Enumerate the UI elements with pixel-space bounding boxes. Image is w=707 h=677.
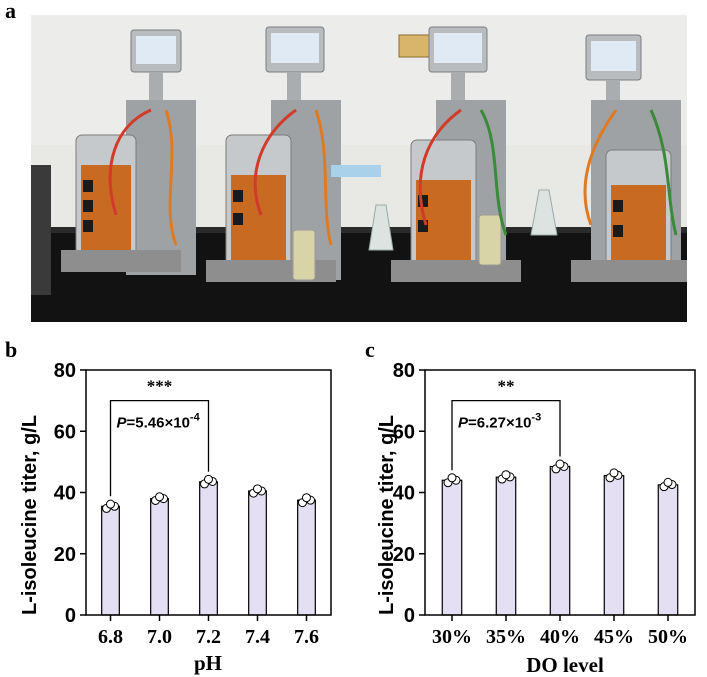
panel-label-a: a — [5, 0, 16, 23]
bar — [603, 475, 625, 616]
x-tick-label: 7.2 — [196, 626, 221, 648]
significance-bracket — [451, 399, 561, 471]
bar — [495, 476, 517, 616]
bioreactor-unit-1 — [61, 29, 196, 275]
bar — [441, 479, 463, 616]
y-tick-label: 0 — [65, 605, 76, 627]
data-point — [204, 474, 213, 484]
y-tick-label: 60 — [54, 421, 76, 443]
y-tick-label: 40 — [54, 483, 76, 505]
x-tick-label: 6.8 — [98, 626, 123, 648]
p-value-label: P=6.27×10-3 — [458, 412, 541, 432]
bioreactor-unit-3 — [391, 26, 521, 282]
data-point — [501, 470, 511, 480]
x-axis-label: DO level — [526, 653, 604, 677]
bar — [199, 481, 218, 616]
data-point — [253, 484, 262, 494]
bar — [248, 490, 267, 616]
x-tick-label: 50% — [648, 626, 688, 648]
y-tick-label: 20 — [393, 544, 415, 566]
x-tick-label: 35% — [486, 626, 526, 648]
y-tick-label: 20 — [54, 544, 76, 566]
plot-frame — [85, 369, 332, 616]
chart-ph: L-isoleucine titer, g/L 0 20 40 60 80 6.8 7.0… — [19, 360, 332, 675]
y-tick-label: 40 — [393, 483, 415, 505]
bioreactor-unit-4 — [571, 34, 687, 282]
data-point — [302, 493, 311, 503]
x-tick-label: 45% — [594, 626, 634, 648]
bioreactor-unit-2 — [206, 26, 381, 282]
data-point — [155, 492, 164, 502]
bar — [150, 498, 169, 616]
chart-do-level: L-isoleucine titer, g/L 0 20 40 60 80 30% 35%… — [376, 360, 696, 677]
bioreactor-photo — [31, 15, 687, 322]
data-point — [106, 499, 115, 509]
x-tick-label: 40% — [540, 626, 580, 648]
x-tick-label: 7.4 — [245, 626, 270, 648]
x-tick-label: 7.0 — [147, 626, 172, 648]
significance-stars: ** — [498, 377, 515, 396]
data-point — [447, 473, 457, 483]
y-tick-label: 80 — [393, 360, 415, 382]
y-axis-label: L-isoleucine titer, g/L — [376, 415, 398, 615]
data-point — [555, 459, 565, 469]
bar — [657, 484, 679, 616]
y-tick-label: 80 — [54, 360, 76, 382]
y-axis-label: L-isoleucine titer, g/L — [19, 415, 41, 615]
y-tick-label: 60 — [393, 421, 415, 443]
panel-label-b: b — [5, 337, 18, 362]
data-point — [663, 477, 673, 487]
x-axis-label: pH — [194, 651, 222, 675]
y-tick-label: 0 — [404, 605, 415, 627]
significance-stars: *** — [147, 377, 173, 396]
bar — [101, 505, 120, 616]
bar — [549, 465, 571, 616]
significance-bracket — [109, 399, 210, 497]
plot-frame — [424, 369, 696, 616]
panel-label-c: c — [365, 337, 375, 362]
data-point — [609, 468, 619, 478]
x-tick-label: 7.6 — [294, 626, 319, 648]
x-tick-label: 30% — [432, 626, 472, 648]
p-value-label: P=5.46×10-4 — [117, 412, 201, 432]
bar — [297, 499, 316, 616]
